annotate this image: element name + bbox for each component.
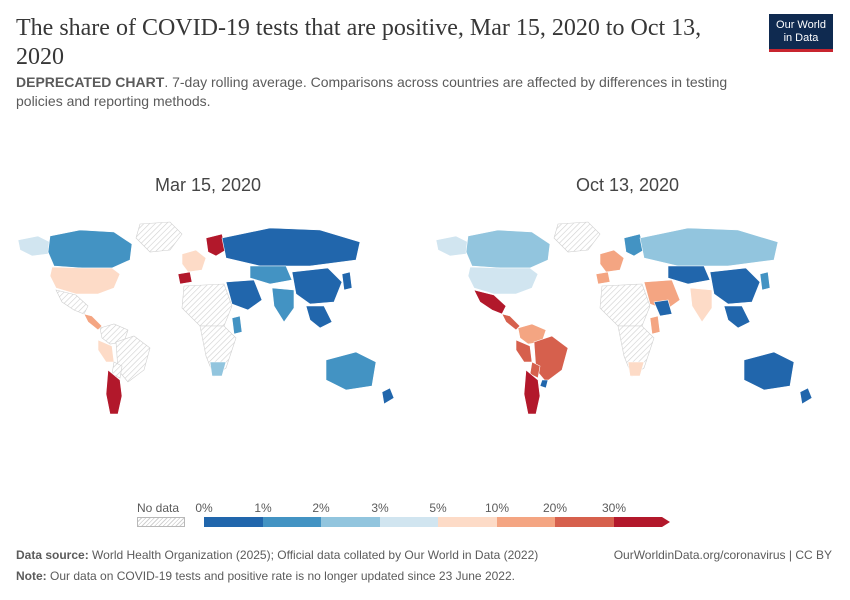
region-china	[709, 267, 761, 305]
region-canada	[47, 229, 133, 269]
region-chile-argentina	[105, 369, 123, 415]
legend-tick-6: 20%	[542, 501, 568, 515]
legend-tick-0: 0%	[195, 501, 213, 515]
region-central-asia	[667, 265, 711, 285]
region-usa	[49, 266, 121, 295]
legend-tick-5: 10%	[484, 501, 510, 515]
region-china	[291, 267, 343, 305]
region-greenland	[553, 221, 601, 253]
region-japan-korea	[341, 271, 353, 291]
map-title-mar-15: Mar 15, 2020	[155, 175, 262, 195]
owid-logo[interactable]: Our World in Data	[769, 14, 833, 52]
region-bolivia	[111, 361, 123, 379]
logo-line-1: Our World	[776, 18, 826, 31]
chart-title: The share of COVID-19 tests that are pos…	[16, 15, 702, 70]
region-europe-west	[181, 249, 207, 273]
region-russia	[639, 227, 779, 267]
legend-arrow	[662, 517, 670, 527]
color-legend: No data 0% 1% 2% 3% 5% 10% 20% 30%	[130, 498, 690, 538]
region-east-africa	[231, 315, 243, 335]
legend-tick-3: 3%	[371, 501, 389, 515]
region-alaska	[17, 235, 51, 257]
source-label: Data source:	[16, 548, 89, 562]
map-title-oct-13: Oct 13, 2020	[576, 175, 680, 195]
region-scandinavia	[205, 233, 227, 257]
no-data-label: No data	[137, 501, 180, 515]
region-southeast-asia	[723, 305, 751, 329]
world-map-mar-15	[17, 221, 395, 415]
legend-swatch-1	[263, 517, 321, 527]
region-africa-north	[599, 283, 651, 327]
region-peru	[97, 339, 115, 363]
note-text: Our data on COVID-19 tests and positive …	[50, 569, 515, 583]
region-canada	[465, 229, 551, 269]
region-south-africa	[627, 361, 645, 377]
region-iberia	[177, 271, 193, 285]
region-brazil	[533, 335, 569, 383]
region-alaska	[435, 235, 469, 257]
region-chile-argentina	[523, 369, 541, 415]
source-link[interactable]: OurWorldinData.org/coronavirus | CC BY	[613, 548, 832, 562]
region-new-zealand	[799, 387, 813, 405]
region-uruguay	[539, 379, 549, 389]
region-india	[271, 287, 295, 323]
legend-tick-2: 2%	[312, 501, 330, 515]
legend-swatch-6	[555, 517, 614, 527]
region-greenland	[135, 221, 183, 253]
region-arabia	[653, 299, 673, 317]
legend-swatch-7	[614, 517, 662, 527]
region-africa-south	[617, 325, 655, 377]
legend-swatch-2	[321, 517, 380, 527]
region-europe-west	[599, 249, 625, 273]
region-scandinavia	[623, 233, 645, 257]
legend-tick-1: 1%	[254, 501, 272, 515]
region-brazil	[115, 335, 151, 383]
legend-tick-4: 5%	[429, 501, 447, 515]
note-label: Note:	[16, 569, 47, 583]
region-central-asia	[249, 265, 293, 285]
region-central-america	[501, 313, 521, 331]
region-india	[689, 287, 713, 323]
region-iberia	[595, 271, 611, 285]
source-text: World Health Organization (2025); Offici…	[92, 548, 539, 562]
world-map-oct-13	[435, 221, 813, 415]
legend-swatch-4	[438, 517, 497, 527]
no-data-swatch	[137, 517, 185, 527]
region-middle-east	[643, 279, 681, 311]
region-southeast-asia	[305, 305, 333, 329]
region-usa	[467, 266, 539, 295]
logo-line-2: in Data	[783, 31, 819, 44]
region-australia	[325, 351, 377, 391]
region-africa-north	[181, 283, 233, 327]
data-source: Data source: World Health Organization (…	[16, 548, 538, 562]
subtitle-text: . 7-day rolling average. Comparisons acr…	[16, 74, 728, 109]
region-russia	[221, 227, 361, 267]
region-middle-east	[225, 279, 263, 311]
chart-subtitle: DEPRECATED CHART. 7-day rolling average.…	[16, 73, 776, 111]
legend-swatch-0	[204, 517, 263, 527]
region-africa-south	[199, 325, 237, 377]
region-new-zealand	[381, 387, 395, 405]
deprecated-label: DEPRECATED CHART	[16, 74, 165, 90]
region-bolivia	[529, 361, 541, 379]
region-south-africa	[209, 361, 227, 377]
region-central-america	[83, 313, 103, 331]
legend-tick-7: 30%	[601, 501, 627, 515]
region-east-africa	[649, 315, 661, 335]
legend-swatch-5	[497, 517, 555, 527]
legend-swatch-3	[380, 517, 438, 527]
note: Note: Our data on COVID-19 tests and pos…	[16, 569, 515, 583]
region-australia	[743, 351, 795, 391]
region-japan-korea	[759, 271, 771, 291]
region-peru	[515, 339, 533, 363]
